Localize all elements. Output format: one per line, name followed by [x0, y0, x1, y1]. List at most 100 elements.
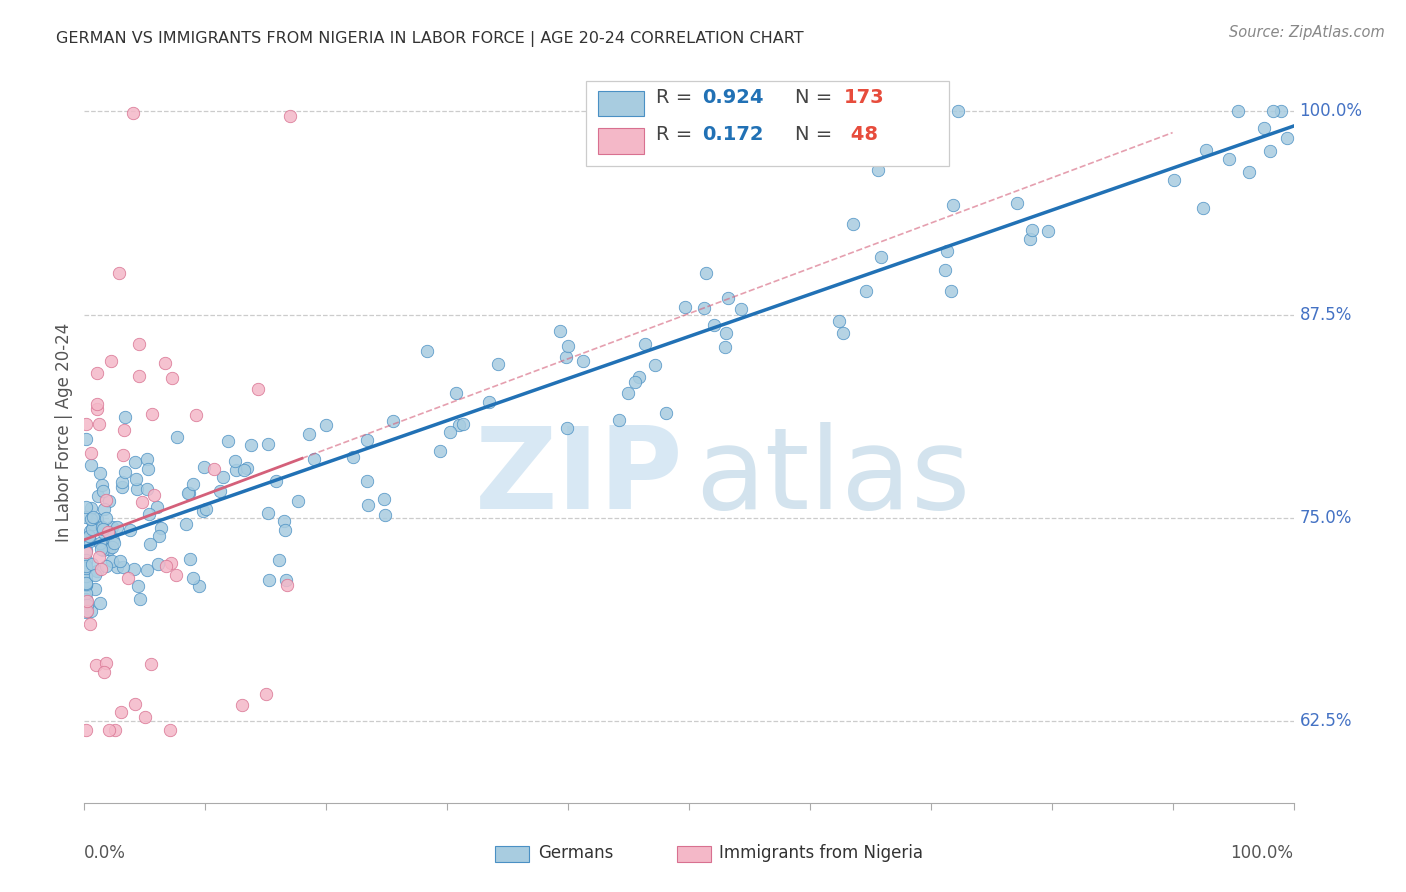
Point: [75, 417, 97, 432]
Point: [75, 576, 97, 591]
Point: [673, 300, 696, 314]
Point: [439, 425, 461, 440]
Point: [86, 402, 108, 417]
Text: N =: N =: [796, 87, 832, 107]
Point: [730, 301, 752, 316]
Point: [79, 616, 101, 631]
Point: [77, 530, 100, 544]
Point: [868, 163, 890, 178]
Point: [155, 559, 177, 574]
Point: [100, 354, 122, 368]
Point: [548, 324, 571, 338]
Point: [287, 494, 309, 508]
Point: [75, 586, 97, 600]
Point: [446, 386, 468, 401]
Point: [75, 576, 97, 591]
Point: [193, 459, 215, 474]
Point: [177, 486, 200, 500]
Point: [160, 556, 183, 570]
Point: [1218, 152, 1240, 166]
Text: 0.0%: 0.0%: [84, 844, 127, 862]
FancyBboxPatch shape: [495, 846, 529, 862]
Point: [98, 542, 121, 557]
Point: [128, 337, 150, 351]
Point: [174, 517, 197, 532]
Text: 0.172: 0.172: [702, 125, 763, 144]
Text: 75.0%: 75.0%: [1299, 509, 1353, 527]
Point: [148, 529, 170, 543]
Point: [1163, 172, 1185, 186]
Point: [91, 522, 114, 536]
Point: [98, 723, 121, 737]
Point: [231, 698, 253, 713]
Point: [94, 656, 117, 670]
Point: [86, 512, 108, 526]
Point: [607, 413, 630, 427]
Point: [82, 509, 104, 524]
Point: [149, 521, 172, 535]
Point: [374, 508, 396, 523]
Point: [86, 565, 108, 579]
Text: N =: N =: [796, 125, 832, 144]
Point: [94, 511, 117, 525]
Point: [1195, 143, 1218, 157]
Point: [703, 318, 725, 333]
Point: [75, 569, 97, 583]
Point: [128, 592, 150, 607]
Point: [76, 599, 98, 613]
Point: [832, 326, 855, 341]
Point: [254, 687, 277, 701]
Point: [90, 562, 112, 576]
Point: [356, 474, 378, 488]
Point: [82, 516, 104, 531]
Point: [76, 604, 98, 618]
Text: 173: 173: [844, 87, 884, 107]
Point: [114, 410, 136, 425]
Point: [166, 430, 188, 444]
Point: [274, 523, 297, 537]
Point: [146, 557, 169, 571]
Point: [247, 382, 270, 396]
Point: [478, 395, 501, 409]
Point: [259, 573, 281, 587]
Point: [91, 478, 114, 492]
Point: [76, 594, 98, 608]
Point: [101, 533, 124, 547]
Text: 48: 48: [844, 125, 877, 144]
Point: [644, 359, 666, 373]
Point: [451, 417, 474, 431]
Point: [125, 472, 148, 486]
Point: [208, 483, 231, 498]
Point: [110, 705, 132, 719]
Point: [101, 520, 124, 534]
Point: [143, 488, 166, 502]
Point: [84, 582, 107, 596]
Point: [181, 571, 204, 585]
Point: [75, 560, 97, 574]
Point: [616, 385, 638, 400]
Point: [94, 558, 117, 573]
Point: [624, 376, 647, 390]
Text: Germans: Germans: [538, 844, 613, 863]
Point: [80, 512, 103, 526]
Point: [135, 452, 157, 467]
Point: [935, 244, 957, 258]
Point: [557, 338, 579, 352]
Point: [273, 514, 295, 528]
Point: [278, 109, 301, 123]
Point: [94, 541, 117, 556]
Point: [165, 568, 187, 582]
Point: [79, 524, 101, 538]
Point: [75, 543, 97, 558]
Point: [159, 723, 181, 737]
Point: [714, 326, 737, 340]
Point: [110, 553, 132, 567]
Point: [112, 559, 135, 574]
Point: [105, 520, 128, 534]
Point: [89, 536, 111, 550]
FancyBboxPatch shape: [676, 846, 710, 862]
Point: [240, 437, 263, 451]
Point: [80, 604, 103, 618]
Point: [141, 407, 163, 421]
Point: [1036, 224, 1059, 238]
